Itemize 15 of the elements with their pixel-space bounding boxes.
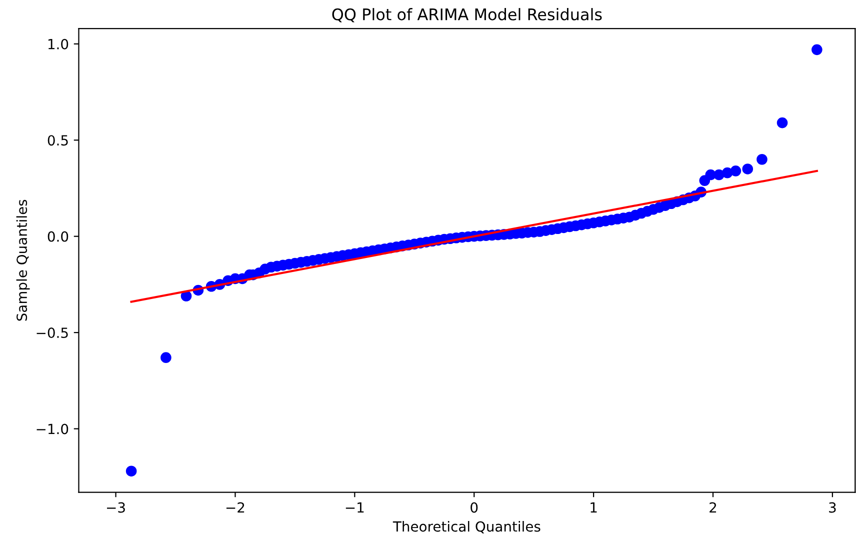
y-axis-title: Sample Quantiles	[16, 200, 30, 321]
y-tick-label: −0.5	[36, 328, 68, 338]
y-tick-label: 1.0	[48, 38, 68, 50]
y-tick-label: −1.0	[36, 424, 68, 434]
x-tick-label: −1	[346, 502, 364, 513]
x-tick-label: 1	[590, 502, 597, 513]
y-tick-label: 0.0	[48, 231, 68, 242]
x-tick-label: 3	[829, 502, 836, 513]
y-tick-label: 0.5	[48, 135, 68, 146]
x-tick-label: −2	[226, 502, 244, 513]
x-axis-title: Theoretical Quantiles	[392, 520, 540, 534]
x-tick-label: 0	[470, 502, 478, 513]
chart-title: QQ Plot of ARIMA Model Residuals	[332, 8, 602, 22]
x-tick-label: −3	[107, 502, 125, 513]
x-tick-label: 2	[710, 502, 716, 513]
